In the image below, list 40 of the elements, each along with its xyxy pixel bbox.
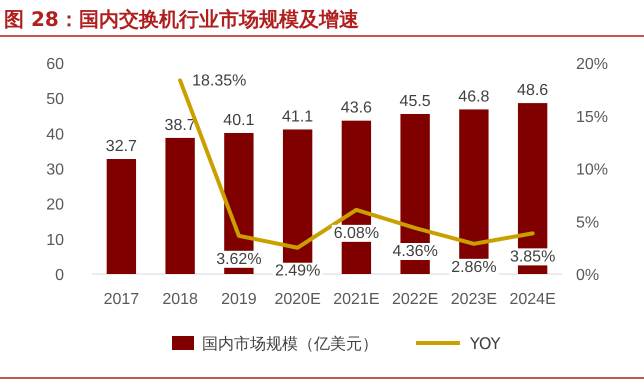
- x-tick-label: 2018: [162, 291, 198, 308]
- data-label: 45.5: [400, 92, 431, 110]
- data-label: 48.6: [517, 82, 548, 100]
- x-tick-label: 2017: [104, 291, 140, 308]
- data-label: 18.35%: [192, 72, 246, 90]
- x-tick-label: 2019: [221, 291, 257, 308]
- data-label: 2.86%: [451, 258, 497, 276]
- y-tick-label: 20: [46, 196, 64, 214]
- y2-tick-label: 20%: [576, 56, 608, 73]
- data-label: 41.1: [282, 108, 314, 126]
- data-label: 3.62%: [216, 250, 262, 268]
- chart-title: 图 28：国内交换机行业市场规模及增速: [4, 7, 359, 31]
- y2-tick-label: 15%: [576, 108, 608, 126]
- bar: [106, 159, 136, 274]
- legend-label: 国内市场规模（亿美元）: [202, 334, 378, 353]
- data-label: 38.7: [164, 116, 196, 134]
- bar: [165, 138, 195, 274]
- y-tick-label: 50: [46, 91, 64, 108]
- y-tick-label: 30: [46, 162, 64, 178]
- data-label: 43.6: [340, 100, 372, 117]
- x-tick-label: 2023E: [450, 291, 498, 308]
- x-tick-label: 2024E: [509, 291, 556, 308]
- legend-label: YOY: [469, 334, 501, 353]
- x-tick-label: 2022E: [392, 291, 438, 308]
- data-label: 3.85%: [510, 248, 556, 266]
- data-label: 40.1: [223, 112, 255, 129]
- x-tick-label: 2021E: [333, 291, 380, 308]
- y-tick-label: 40: [46, 126, 64, 144]
- y2-tick-label: 5%: [576, 214, 600, 232]
- y-tick-label: 60: [46, 56, 64, 73]
- data-label: 46.8: [458, 88, 490, 106]
- data-label: 32.7: [106, 138, 138, 156]
- y-tick-label: 10: [46, 232, 64, 249]
- y2-tick-label: 10%: [576, 162, 608, 178]
- y-tick-label: 0: [55, 267, 64, 284]
- data-label: 4.36%: [392, 243, 438, 260]
- y2-tick-label: 0%: [576, 267, 600, 284]
- data-label: 6.08%: [334, 224, 380, 242]
- x-tick-label: 2020E: [274, 291, 321, 308]
- data-label: 2.49%: [274, 262, 320, 280]
